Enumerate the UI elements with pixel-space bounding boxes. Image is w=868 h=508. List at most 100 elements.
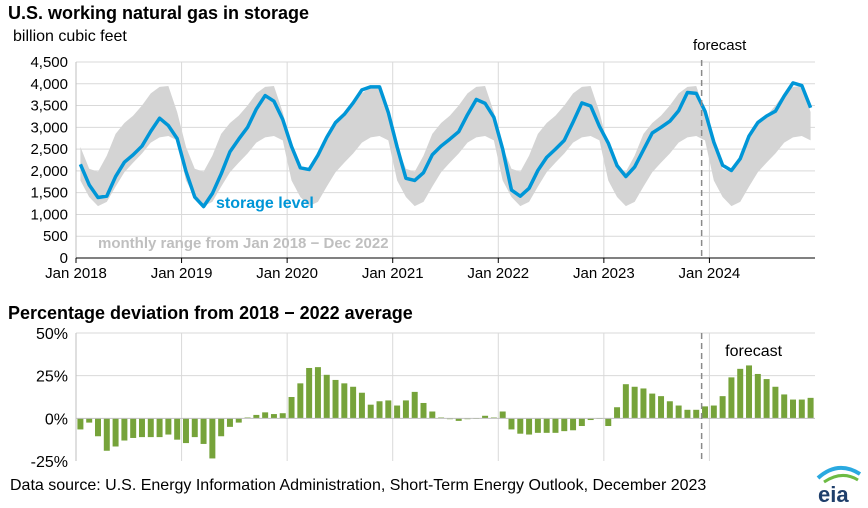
deviation-bar <box>182 418 189 444</box>
deviation-bar <box>156 418 163 438</box>
deviation-bar <box>288 397 295 419</box>
deviation-bar <box>640 388 647 419</box>
deviation-bar <box>543 418 550 433</box>
deviation-bar <box>332 379 339 419</box>
deviation-bar <box>420 402 427 419</box>
deviation-bar <box>95 418 101 437</box>
storage-level-label: storage level <box>216 195 314 212</box>
deviation-bar <box>763 379 770 419</box>
data-source-note: Data source: U.S. Energy Information Adm… <box>10 477 707 494</box>
deviation-bar <box>174 418 181 440</box>
deviation-bar <box>200 418 207 444</box>
deviation-bar <box>270 414 277 419</box>
bottom-y-tick-label: 0% <box>45 411 68 428</box>
deviation-bar <box>649 393 656 419</box>
deviation-bar <box>376 401 383 419</box>
deviation-bar <box>235 418 242 423</box>
deviation-bar <box>103 418 110 451</box>
top-y-tick-label: 4,500 <box>30 54 68 71</box>
storage-level-line <box>78 81 813 209</box>
deviation-bar <box>77 418 84 430</box>
deviation-bar <box>702 406 709 419</box>
deviation-bar <box>253 414 260 419</box>
deviation-bar <box>772 386 779 419</box>
deviation-bar <box>350 386 357 419</box>
top-y-tick-label: 2,500 <box>30 141 68 158</box>
deviation-bar <box>402 400 409 419</box>
bottom-y-tick-label: 25% <box>36 369 68 386</box>
top-x-tick-label: Jan 2021 <box>362 265 424 282</box>
deviation-bar <box>367 404 374 419</box>
deviation-bar <box>534 418 541 433</box>
deviation-bar <box>262 412 269 419</box>
deviation-bar <box>455 418 462 421</box>
bottom-chart-title: Percentage deviation from 2018 − 2022 av… <box>8 303 413 323</box>
deviation-bar <box>746 365 753 419</box>
top-x-tick-label: Jan 2019 <box>151 265 213 282</box>
top-x-tick-label: Jan 2018 <box>45 265 107 282</box>
top-x-tick-label: Jan 2020 <box>256 265 318 282</box>
deviation-bar <box>147 418 154 438</box>
bottom-y-tick-label: -25% <box>31 454 68 471</box>
deviation-bar <box>526 418 533 435</box>
deviation-bar <box>297 383 304 419</box>
top-y-tick-label: 3,500 <box>30 98 68 115</box>
deviation-bar <box>191 418 198 438</box>
deviation-bar <box>552 418 559 433</box>
deviation-bar <box>112 418 119 447</box>
deviation-bar <box>394 405 401 419</box>
top-y-tick-label: 2,000 <box>30 163 68 180</box>
deviation-bar <box>614 407 621 419</box>
top-chart-unit-label: billion cubic feet <box>13 28 127 45</box>
deviation-bar <box>631 386 638 419</box>
deviation-bar <box>658 396 665 419</box>
top-forecast-label: forecast <box>693 37 747 54</box>
deviation-bar <box>86 418 93 423</box>
logo-arc-icon <box>816 466 862 480</box>
deviation-bar <box>218 418 225 437</box>
deviation-bar <box>790 399 796 419</box>
top-x-tick-label: Jan 2023 <box>573 265 635 282</box>
deviation-bar <box>666 401 673 419</box>
top-y-tick-label: 1,500 <box>30 185 68 202</box>
deviation-bar <box>578 418 585 427</box>
deviation-bar <box>517 418 524 434</box>
top-y-tick-label: 1,000 <box>30 206 68 223</box>
deviation-bar <box>314 367 321 419</box>
deviation-bar <box>323 374 330 419</box>
bottom-y-tick-label: 50% <box>36 326 68 343</box>
deviation-bar <box>306 367 313 419</box>
deviation-bar <box>605 418 612 427</box>
deviation-bar <box>570 418 577 431</box>
deviation-bar <box>385 400 392 419</box>
bottom-forecast-label: forecast <box>725 343 782 360</box>
top-x-tick-label: Jan 2024 <box>679 265 741 282</box>
top-y-tick-label: 0 <box>60 250 68 267</box>
deviation-bar <box>499 411 506 419</box>
eia-logo: eia <box>816 466 862 506</box>
deviation-bar <box>429 411 436 419</box>
deviation-bar <box>728 377 735 419</box>
deviation-bar <box>693 409 700 419</box>
deviation-bar <box>719 396 726 419</box>
deviation-bar <box>165 418 172 435</box>
svg-text:eia: eia <box>818 482 849 506</box>
deviation-bar <box>130 418 137 438</box>
deviation-bar <box>587 418 594 421</box>
deviation-bar <box>754 373 761 419</box>
top-chart-title: U.S. working natural gas in storage <box>8 3 310 23</box>
deviation-bar <box>482 415 489 419</box>
deviation-bar <box>737 368 744 419</box>
deviation-bar <box>209 418 216 459</box>
deviation-bar <box>121 418 128 441</box>
deviation-bar <box>710 405 717 419</box>
top-y-tick-label: 500 <box>43 228 68 245</box>
deviation-bar <box>675 405 682 419</box>
deviation-bar <box>279 413 286 419</box>
top-y-tick-label: 3,000 <box>30 119 68 136</box>
deviation-bar <box>341 383 348 419</box>
deviation-bar <box>508 418 515 430</box>
top-x-tick-label: Jan 2022 <box>467 265 529 282</box>
deviation-bar <box>226 418 233 427</box>
deviation-bar <box>807 397 814 419</box>
